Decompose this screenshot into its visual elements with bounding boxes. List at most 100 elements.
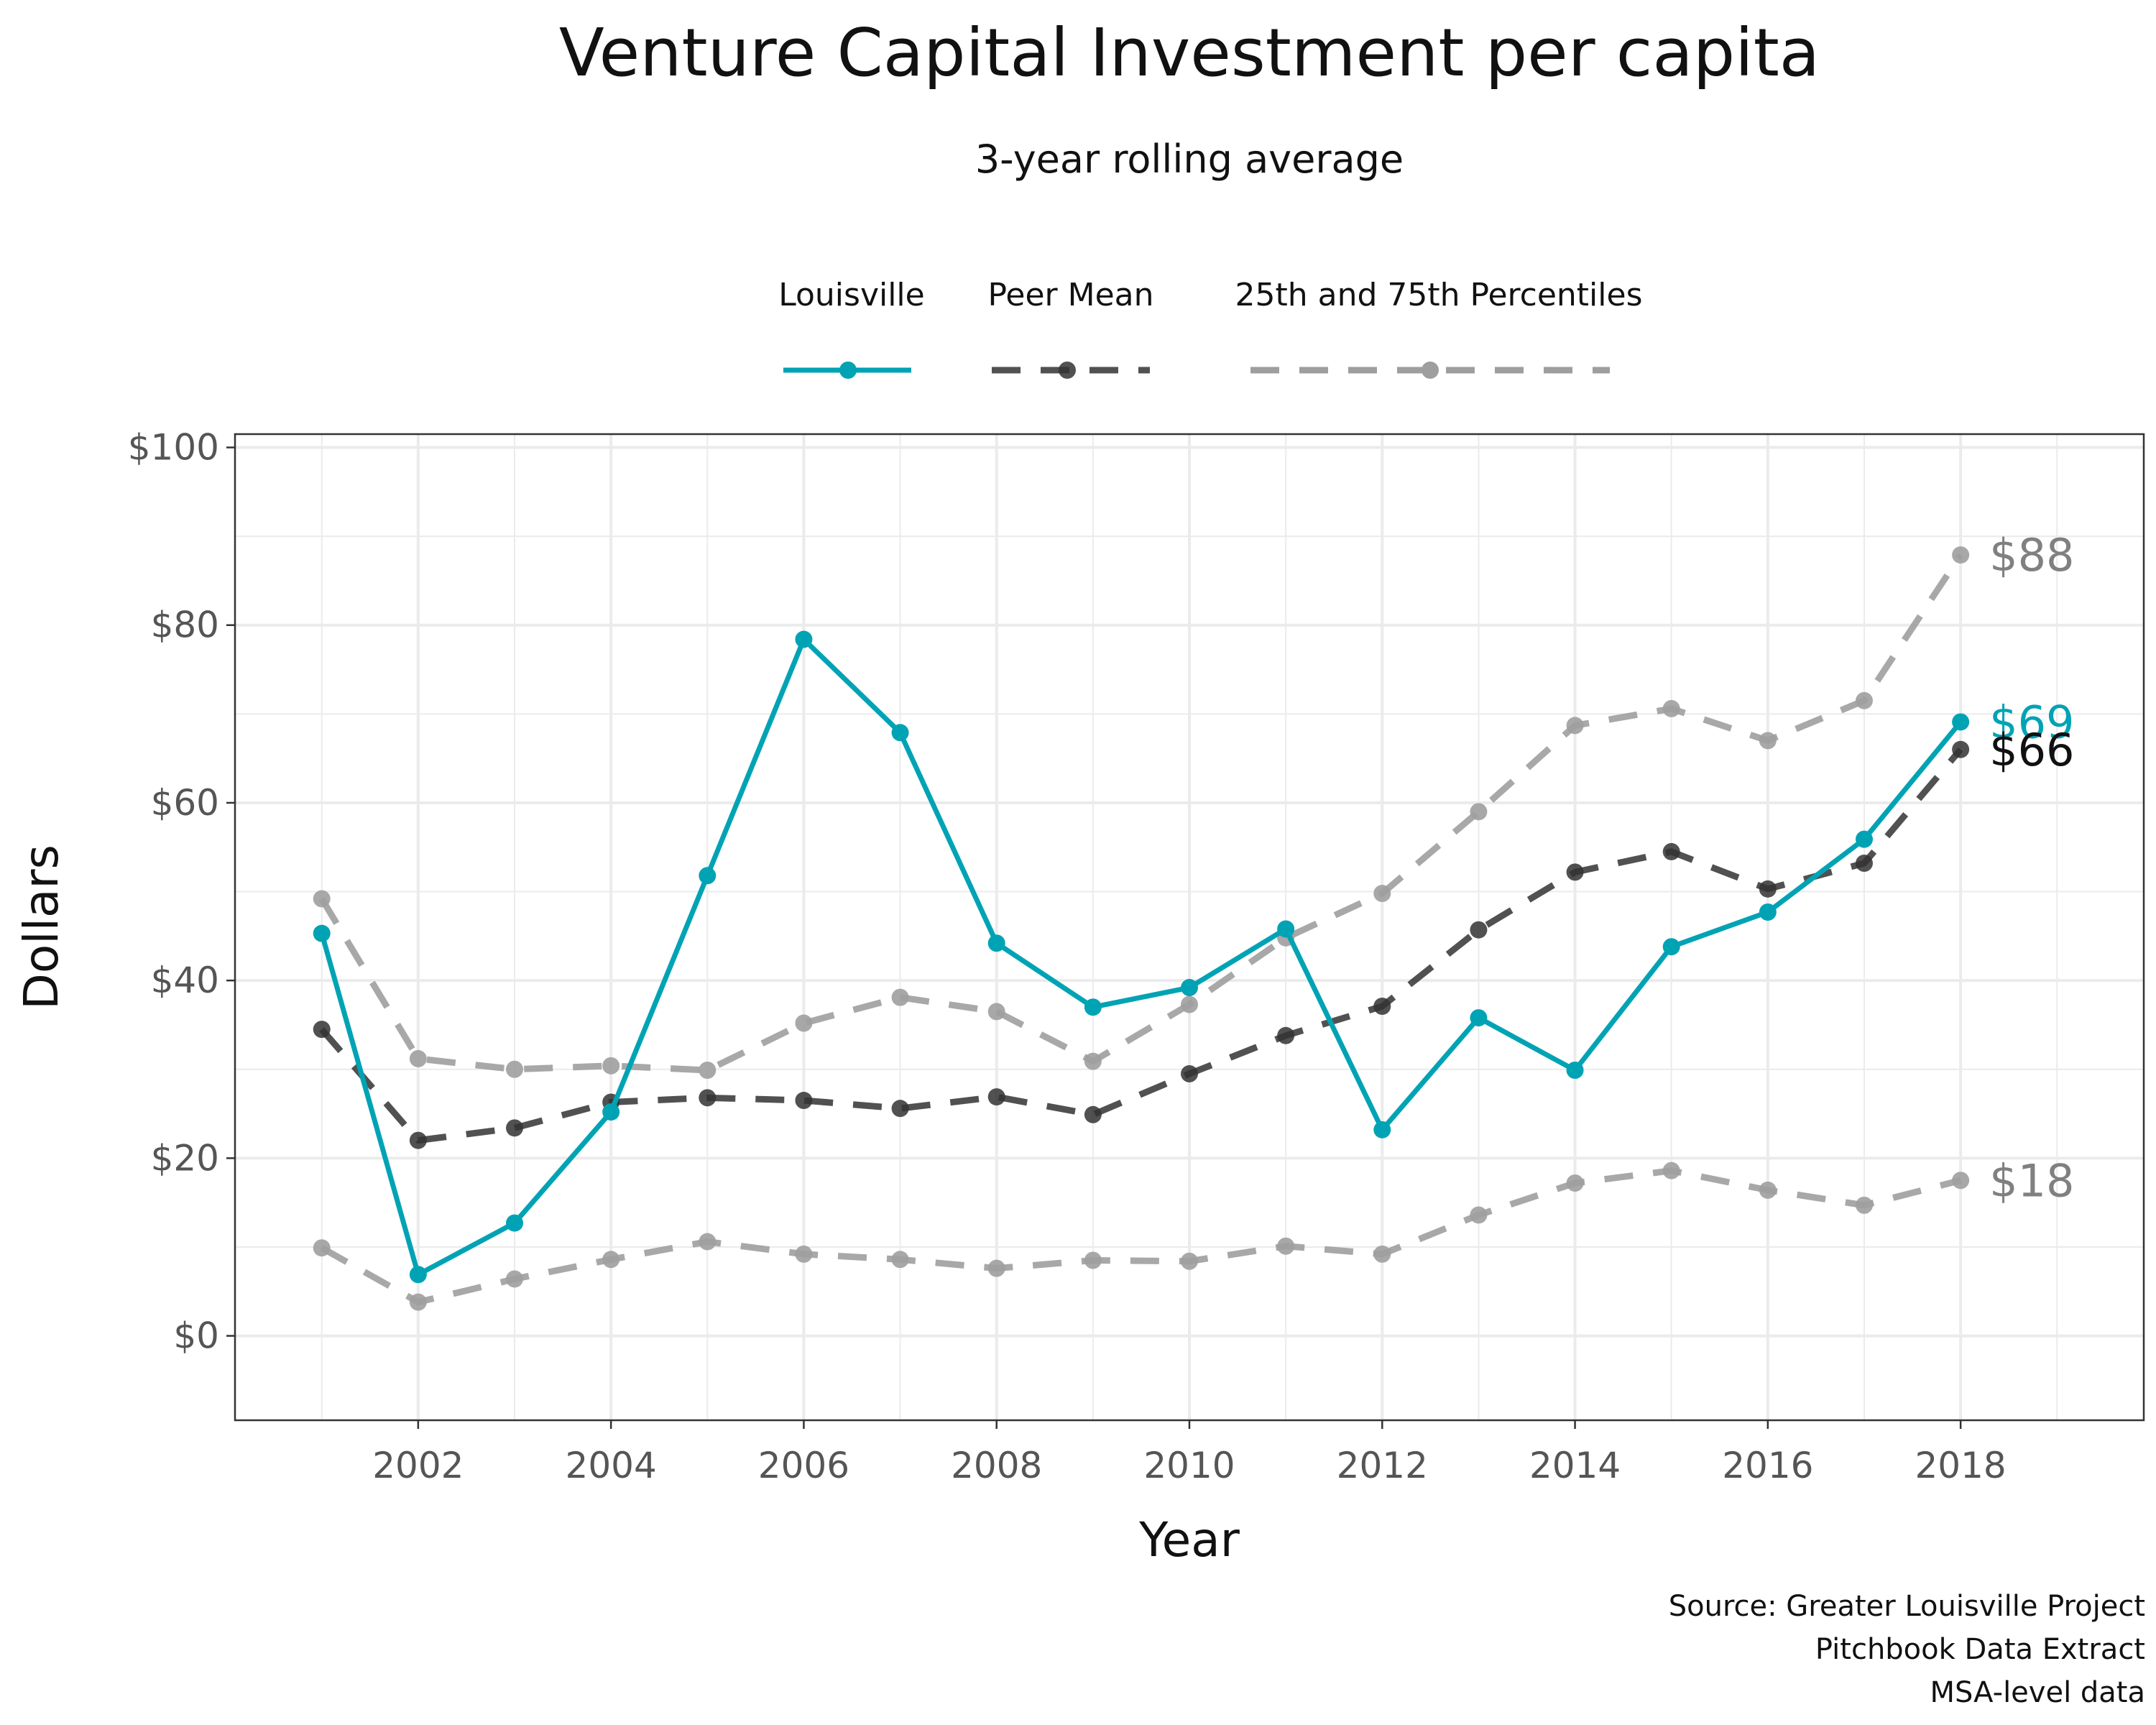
data-point xyxy=(1470,921,1488,939)
data-point xyxy=(409,1131,427,1149)
data-point xyxy=(795,1092,813,1110)
data-point xyxy=(1662,699,1680,717)
data-point xyxy=(506,1270,524,1288)
x-axis: 2002 2004 2006 2008 2010 2012 2014 2016 2018 xyxy=(372,1420,2007,1486)
data-point xyxy=(795,630,813,648)
data-point xyxy=(1759,1181,1777,1199)
y-tick-label: $80 xyxy=(151,604,219,646)
legend-label: 25th and 75th Percentiles xyxy=(1235,277,1643,313)
data-point xyxy=(1181,995,1198,1013)
data-point xyxy=(1181,979,1198,997)
x-tick-label: 2002 xyxy=(372,1445,464,1486)
data-point xyxy=(795,1014,813,1032)
data-point xyxy=(1181,1064,1198,1082)
legend-key-point xyxy=(1059,362,1076,379)
data-point xyxy=(1373,1121,1391,1138)
series-25th-percentile xyxy=(313,1162,1970,1311)
y-axis-title: Dollars xyxy=(14,845,69,1010)
chart-title: Venture Capital Investment per capita xyxy=(559,14,1820,91)
data-point xyxy=(1470,1206,1488,1224)
data-point xyxy=(1952,713,1970,731)
data-point xyxy=(891,988,909,1006)
data-point xyxy=(1373,1245,1391,1263)
data-point xyxy=(1662,938,1680,956)
data-point xyxy=(409,1266,427,1284)
data-point xyxy=(1662,842,1680,860)
data-point xyxy=(1181,1252,1198,1270)
x-tick-label: 2014 xyxy=(1529,1445,1621,1486)
data-point xyxy=(1566,717,1584,735)
x-tick-label: 2008 xyxy=(951,1445,1042,1486)
series-line-louisville xyxy=(319,637,1963,1277)
data-point xyxy=(1084,998,1102,1016)
data-point xyxy=(699,1062,717,1080)
data-point xyxy=(987,1003,1005,1021)
legend: Louisville Peer Mean 25th and 75th Percent… xyxy=(778,277,1643,379)
caption: Source: Greater Louisville Project Pitchb… xyxy=(1669,1590,2145,1709)
y-tick-label: $100 xyxy=(128,427,219,469)
y-axis: $0 $20 $40 $60 $80 $100 xyxy=(128,427,235,1357)
data-point xyxy=(1277,1026,1295,1044)
data-point xyxy=(1759,732,1777,750)
data-point xyxy=(602,1103,620,1121)
y-tick-label: $0 xyxy=(173,1315,219,1357)
end-label: $18 xyxy=(1989,1154,2074,1207)
series-75th-percentile xyxy=(313,546,1970,1080)
end-label: $66 xyxy=(1989,724,2074,776)
caption-line: Pitchbook Data Extract xyxy=(1815,1633,2145,1666)
x-axis-title: Year xyxy=(1138,1512,1240,1568)
x-tick-label: 2006 xyxy=(758,1445,849,1486)
data-point xyxy=(1952,1172,1970,1190)
data-point xyxy=(1373,998,1391,1016)
data-point xyxy=(313,1239,331,1257)
data-point xyxy=(1662,1162,1680,1179)
end-label: $69 xyxy=(1989,696,2074,748)
series-peer-mean xyxy=(313,740,1970,1149)
data-point xyxy=(1277,1237,1295,1255)
data-point xyxy=(1855,691,1873,709)
grid-lines xyxy=(235,434,2144,1420)
data-point xyxy=(891,1251,909,1269)
chart-subtitle: 3-year rolling average xyxy=(975,137,1404,182)
caption-line: MSA-level data xyxy=(1930,1676,2146,1709)
series-line-25th-percentile xyxy=(320,1167,1962,1306)
data-point xyxy=(1855,1196,1873,1214)
data-point xyxy=(1759,880,1777,898)
data-point xyxy=(602,1057,620,1075)
legend-key-point xyxy=(1422,362,1439,379)
data-point xyxy=(1952,740,1970,758)
series-louisville xyxy=(313,630,1970,1284)
series-line-peer-mean xyxy=(319,747,1963,1144)
data-point xyxy=(313,1021,331,1039)
data-point xyxy=(1084,1105,1102,1123)
data-point xyxy=(1566,1062,1584,1080)
data-point xyxy=(987,934,1005,952)
legend-label: Peer Mean xyxy=(987,277,1153,313)
data-point xyxy=(1277,920,1295,938)
data-point xyxy=(1759,903,1777,921)
data-point xyxy=(1855,830,1873,848)
x-tick-label: 2012 xyxy=(1337,1445,1428,1486)
data-point xyxy=(506,1214,524,1232)
data-point xyxy=(313,924,331,942)
x-tick-label: 2016 xyxy=(1722,1445,1813,1486)
legend-label: Louisville xyxy=(778,277,924,313)
data-point xyxy=(409,1293,427,1311)
x-tick-label: 2018 xyxy=(1915,1445,2007,1486)
caption-line: Source: Greater Louisville Project xyxy=(1669,1590,2145,1623)
data-point xyxy=(506,1119,524,1137)
end-labels: $88 $69$66 $18 xyxy=(1989,529,2074,1207)
data-point xyxy=(891,724,909,742)
data-point xyxy=(699,1233,717,1251)
data-point xyxy=(1470,803,1488,821)
y-tick-label: $20 xyxy=(151,1137,219,1179)
data-point xyxy=(313,890,331,908)
x-tick-label: 2010 xyxy=(1143,1445,1235,1486)
data-point xyxy=(987,1259,1005,1277)
data-point xyxy=(699,1089,717,1107)
y-tick-label: $40 xyxy=(151,960,219,1001)
data-point xyxy=(506,1060,524,1078)
series-line-75th-percentile xyxy=(318,553,1963,1074)
